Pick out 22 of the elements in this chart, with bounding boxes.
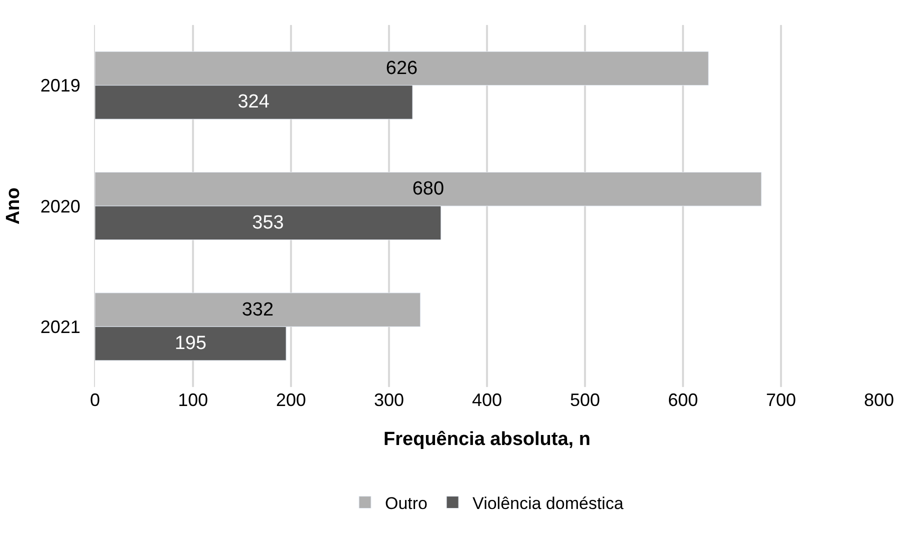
x-tick-label: 800	[864, 390, 894, 410]
x-tick-label: 500	[570, 390, 600, 410]
x-tick-label: 0	[90, 390, 100, 410]
x-tick-label: 600	[668, 390, 698, 410]
y-tick-label: 2021	[40, 316, 80, 337]
y-tick-label: 2020	[40, 196, 80, 216]
data-label: 324	[238, 92, 270, 113]
data-label: 680	[412, 178, 444, 200]
y-tick-label: 2019	[40, 76, 80, 96]
data-label: 626	[386, 58, 418, 79]
x-tick-label: 400	[472, 390, 502, 410]
legend-label: Violência doméstica	[472, 494, 624, 513]
x-tick-label: 700	[766, 390, 796, 410]
x-tick-label: 100	[178, 390, 208, 410]
x-tick-label: 200	[276, 390, 306, 410]
data-label: 332	[242, 299, 274, 320]
y-axis-title: Ano	[3, 188, 24, 224]
data-label: 353	[252, 212, 284, 234]
legend-label: Outro	[385, 494, 428, 513]
x-axis-title: Frequência absoluta, n	[384, 428, 590, 450]
x-tick-label: 300	[374, 390, 404, 410]
data-label: 195	[174, 333, 206, 354]
